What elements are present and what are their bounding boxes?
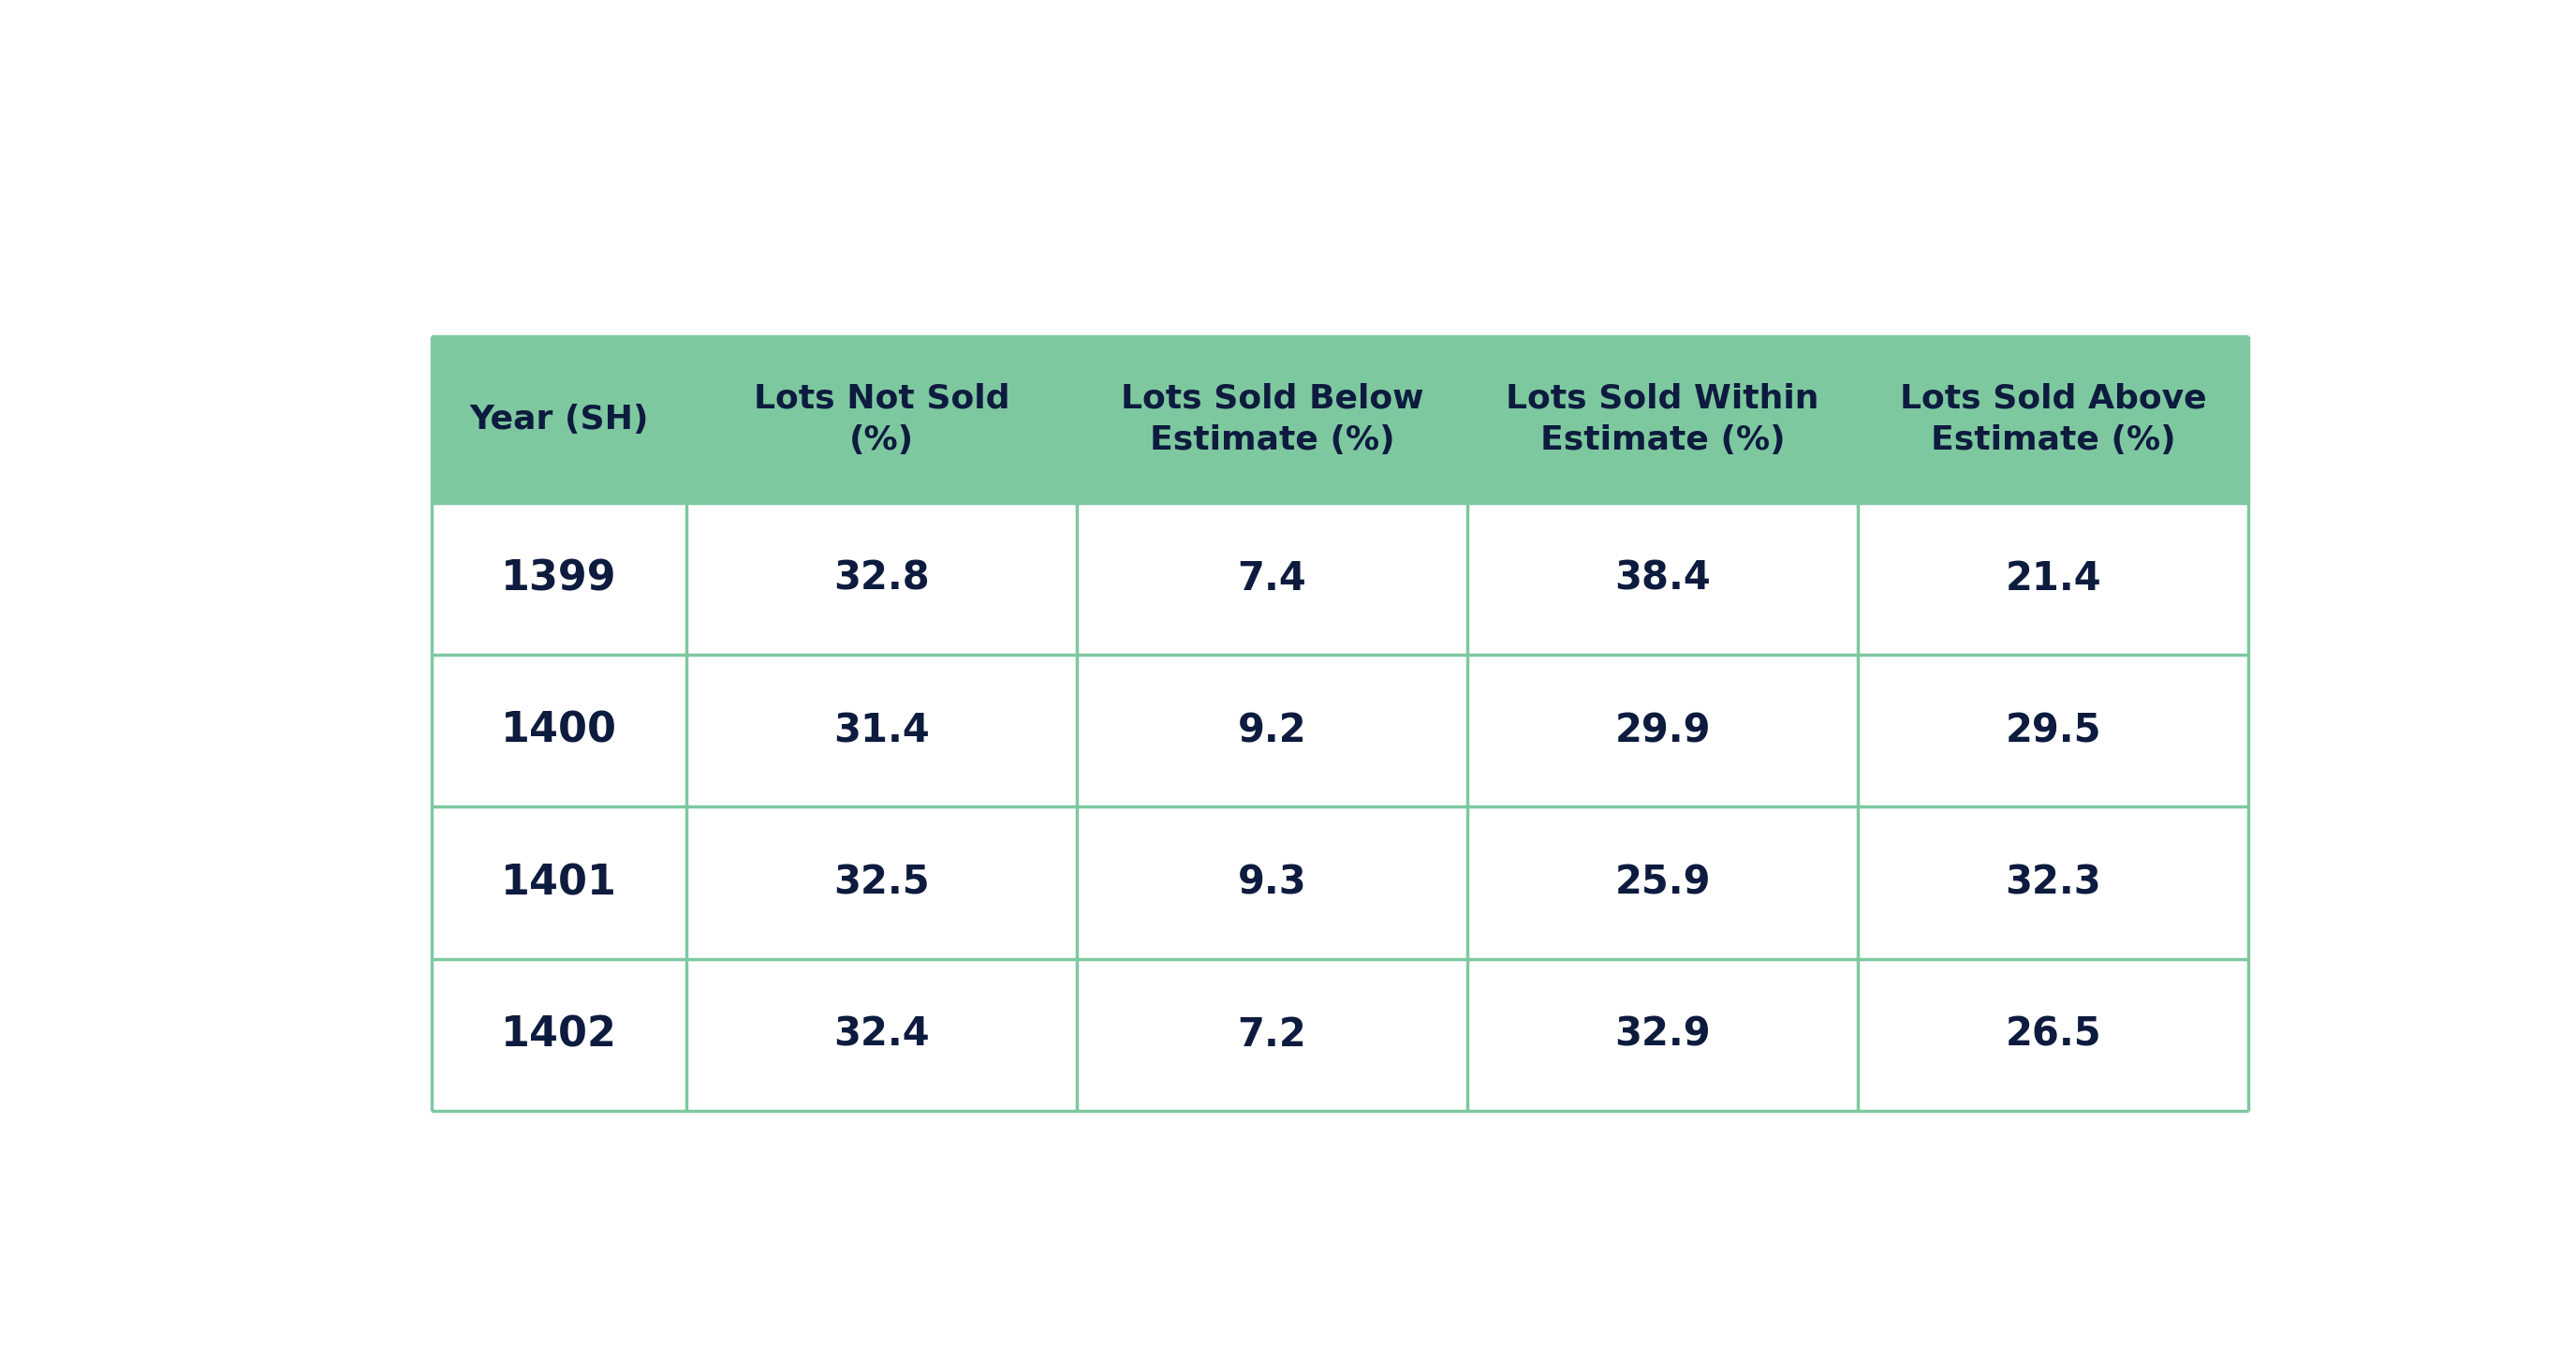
Text: 1399: 1399 (502, 559, 616, 598)
Text: 32.5: 32.5 (835, 864, 930, 903)
Text: 1400: 1400 (500, 710, 618, 751)
Text: 29.5: 29.5 (2004, 711, 2102, 751)
Text: 26.5: 26.5 (2004, 1015, 2102, 1054)
Text: 21.4: 21.4 (2004, 559, 2102, 598)
Text: 9.2: 9.2 (1236, 711, 1306, 751)
Text: 25.9: 25.9 (1615, 864, 1710, 903)
Text: 1402: 1402 (500, 1015, 618, 1055)
Text: Lots Sold Above
Estimate (%): Lots Sold Above Estimate (%) (1901, 382, 2208, 456)
Text: Lots Sold Below
Estimate (%): Lots Sold Below Estimate (%) (1121, 382, 1425, 456)
Text: 32.4: 32.4 (835, 1015, 930, 1054)
Text: 31.4: 31.4 (832, 711, 930, 751)
Text: 7.2: 7.2 (1236, 1015, 1306, 1054)
Text: 7.4: 7.4 (1236, 559, 1306, 598)
Text: 1401: 1401 (500, 862, 618, 903)
Text: 32.9: 32.9 (1615, 1015, 1710, 1054)
Text: 32.8: 32.8 (832, 559, 930, 598)
Text: 29.9: 29.9 (1615, 711, 1710, 751)
Text: Year (SH): Year (SH) (469, 404, 649, 435)
Text: 38.4: 38.4 (1615, 559, 1710, 598)
Text: Lots Not Sold
(%): Lots Not Sold (%) (752, 382, 1010, 456)
Text: 32.3: 32.3 (2004, 864, 2102, 903)
Text: 9.3: 9.3 (1236, 864, 1306, 903)
Text: Lots Sold Within
Estimate (%): Lots Sold Within Estimate (%) (1507, 382, 1819, 456)
